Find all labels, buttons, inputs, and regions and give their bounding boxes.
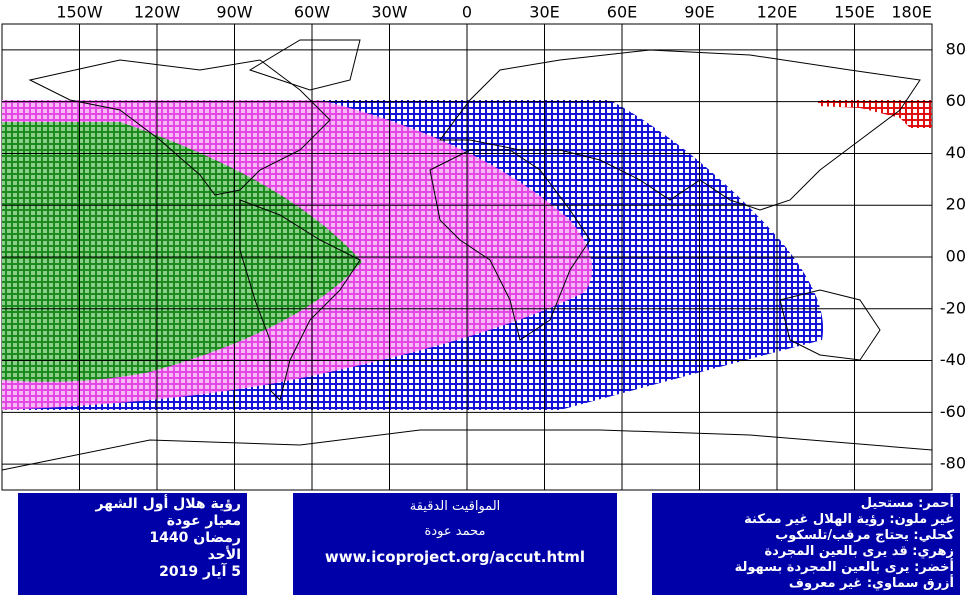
box-line: أزرق سماوي: غير معروف <box>788 576 954 591</box>
legend-box: أحمر: مستحيل غير ملون: رؤية الهلال غير مم… <box>652 493 960 595</box>
longitude-label: 60W <box>294 3 330 22</box>
longitude-label: 90W <box>216 3 252 22</box>
longitude-label: 120E <box>757 3 798 22</box>
longitude-label: 180E <box>891 3 932 22</box>
box-line: رؤية هلال أول الشهر <box>95 496 241 512</box>
axis-labels: 150W 120W 90W 60W 30W 0 30E 60E 90E 120E 150E 180E 8… <box>56 3 966 473</box>
latitude-label: -80 <box>940 454 966 473</box>
latitude-label: 80 <box>946 39 966 58</box>
box-line: أخضر: يرى بالعين المجردة بسهولة <box>734 560 954 575</box>
longitude-label: 30E <box>529 3 559 22</box>
box-line: المواقيت الدقيقة <box>409 499 501 514</box>
box-line: معيار عودة <box>166 513 241 529</box>
latitude-label: 00 <box>946 247 966 266</box>
box-line: رمضان 1440 <box>149 530 241 546</box>
latitude-label: 40 <box>946 143 966 162</box>
latitude-label: -20 <box>940 298 966 317</box>
box-line: كحلي: يحتاج مرقب/تلسكوب <box>775 528 954 543</box>
latitude-label: -40 <box>940 350 966 369</box>
latitude-label: 60 <box>946 91 966 110</box>
region-easy <box>2 122 362 382</box>
box-line: زهري: قد يرى بالعين المجردة <box>764 544 954 559</box>
graticule <box>2 24 932 490</box>
longitude-label: 60E <box>607 3 637 22</box>
latitude-label: 20 <box>946 195 966 214</box>
box-line: غير ملون: رؤية الهلال غير ممكنة <box>744 512 954 527</box>
longitude-label: 90E <box>684 3 714 22</box>
box-line: محمد عودة <box>424 524 486 539</box>
coastlines <box>1 39 933 471</box>
longitude-label: 30W <box>371 3 407 22</box>
region-impossible <box>818 100 932 128</box>
box-line: 5 آيار 2019 <box>159 564 241 580</box>
longitude-label: 150E <box>834 3 875 22</box>
box-line: www.icoproject.org/accut.html <box>324 548 586 566</box>
longitude-label: 0 <box>462 3 472 22</box>
map: 150W 120W 90W 60W 30W 0 30E 60E 90E 120E 150E 180E 8… <box>1 3 966 491</box>
longitude-label: 120W <box>134 3 181 22</box>
longitude-label: 150W <box>56 3 103 22</box>
box-line: أحمر: مستحيل <box>860 496 954 511</box>
latitude-label: -60 <box>940 402 966 421</box>
left-box: رؤية هلال أول الشهر معيار عودة رمضان 1440 ا… <box>18 493 247 595</box>
box-line: الأحد <box>207 547 241 563</box>
center-box: المواقيت الدقيقة محمد عودة www.icoproject.… <box>293 493 617 595</box>
